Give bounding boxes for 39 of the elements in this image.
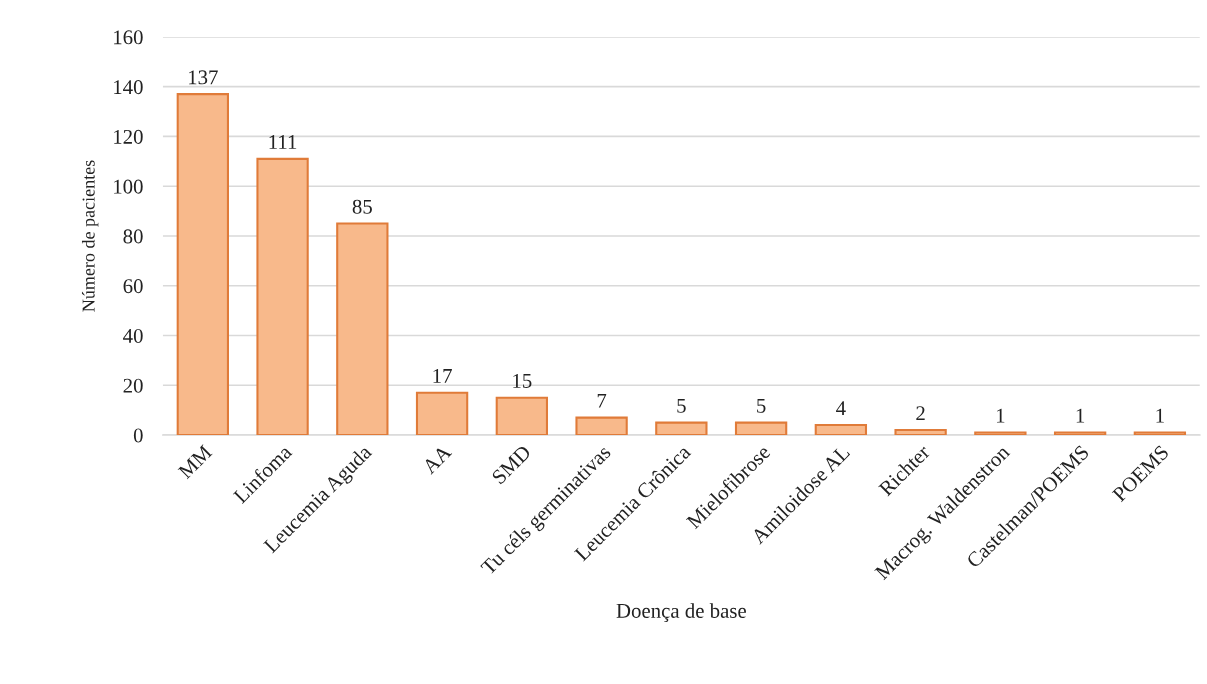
bar xyxy=(176,93,229,436)
y-tick-label: 20 xyxy=(123,378,143,393)
data-label: 2 xyxy=(916,406,925,421)
y-tick-label: 60 xyxy=(123,279,143,294)
bar xyxy=(415,391,469,436)
bar xyxy=(256,157,309,436)
y-tick-label: 40 xyxy=(123,328,143,343)
data-label: 85 xyxy=(352,199,372,214)
y-tick-label: 0 xyxy=(133,428,143,443)
bar xyxy=(1053,431,1107,436)
data-label: 1 xyxy=(997,408,1005,423)
y-axis-title: Número de pacientes xyxy=(81,160,99,312)
bar xyxy=(734,421,788,436)
y-tick-label: 120 xyxy=(114,129,143,144)
x-tick-label: AA xyxy=(421,443,453,475)
data-label: 137 xyxy=(189,70,218,85)
data-label: 17 xyxy=(433,368,452,383)
data-label: 111 xyxy=(269,135,297,149)
bar xyxy=(894,429,947,436)
bar xyxy=(575,416,628,436)
data-label: 1 xyxy=(1156,408,1164,423)
data-label: 5 xyxy=(757,398,766,413)
data-label: 1 xyxy=(1076,408,1085,423)
data-label: 15 xyxy=(513,373,532,388)
data-label: 5 xyxy=(677,398,686,413)
bar xyxy=(495,396,548,436)
bar xyxy=(974,431,1027,436)
y-tick-label: 80 xyxy=(123,229,143,244)
data-label: 4 xyxy=(836,401,846,416)
y-tick-label: 140 xyxy=(114,80,143,95)
bar xyxy=(655,421,708,436)
x-tick-label: MM xyxy=(177,444,213,480)
bar xyxy=(1133,431,1187,436)
bar xyxy=(336,222,389,436)
x-axis-title: Doença de base xyxy=(616,603,746,623)
data-label: 7 xyxy=(597,393,607,408)
bar xyxy=(814,424,868,436)
y-tick-label: 100 xyxy=(114,179,143,194)
y-tick-label: 160 xyxy=(114,30,143,45)
